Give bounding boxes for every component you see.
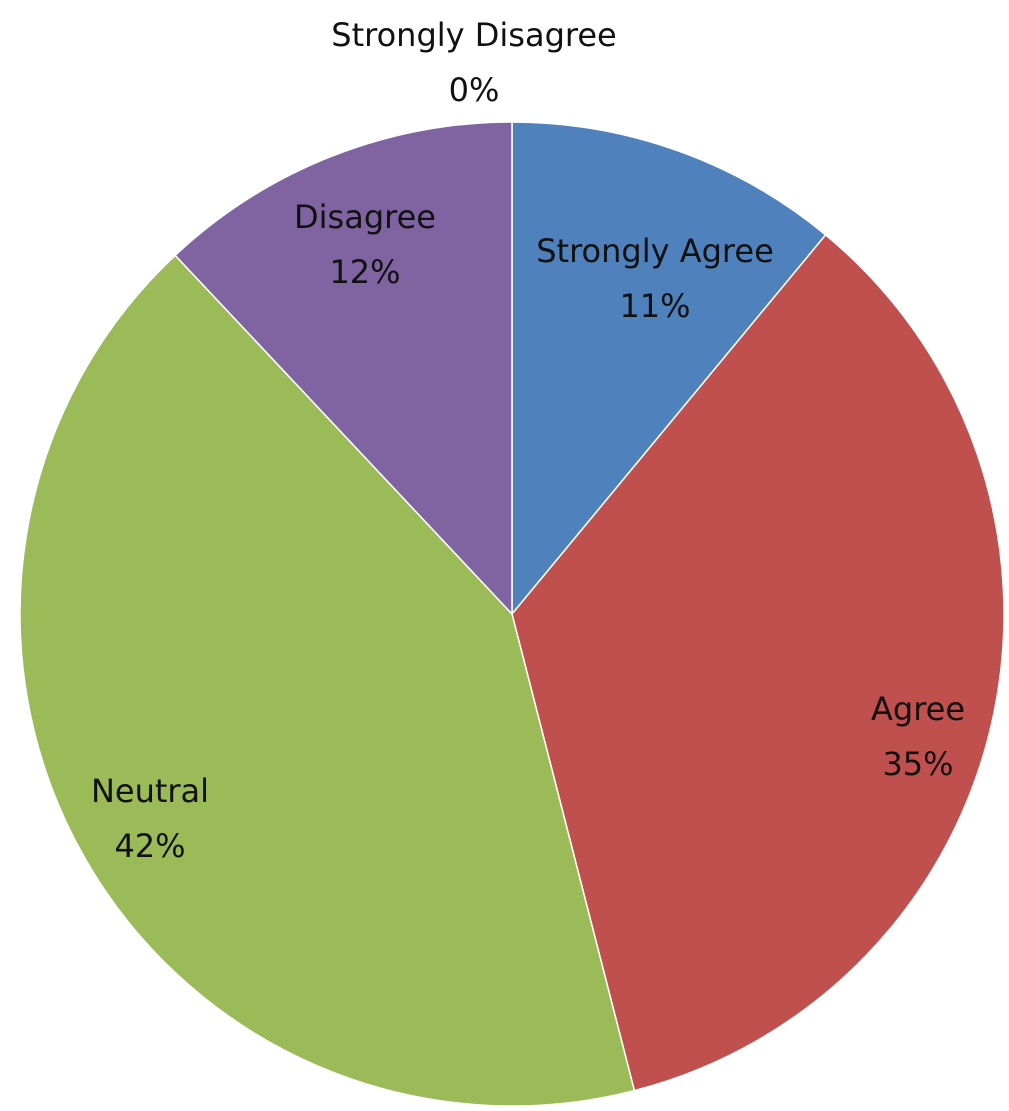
slice-label-agree: Agree [871,690,965,728]
pie-slices [19,121,1005,1107]
slice-value-disagree: 12% [329,253,400,291]
slice-value-strongly-disagree: 0% [449,71,500,109]
slice-label-strongly-agree: Strongly Agree [536,232,774,270]
slice-label-neutral: Neutral [91,772,209,810]
slice-label-strongly-disagree: Strongly Disagree [331,16,616,54]
pie-slice-neutral [19,254,636,1107]
pie-labels: Strongly Agree 11% Agree 35% Neutral 42% Disag… [91,16,965,865]
slice-value-neutral: 42% [114,827,185,865]
pie-slice-strongly-agree [511,121,827,617]
slice-value-strongly-agree: 11% [619,287,690,325]
pie-slice-disagree [174,121,513,616]
pie-slice-agree [511,233,1005,1092]
slice-value-agree: 35% [882,745,953,783]
slice-label-disagree: Disagree [294,198,436,236]
